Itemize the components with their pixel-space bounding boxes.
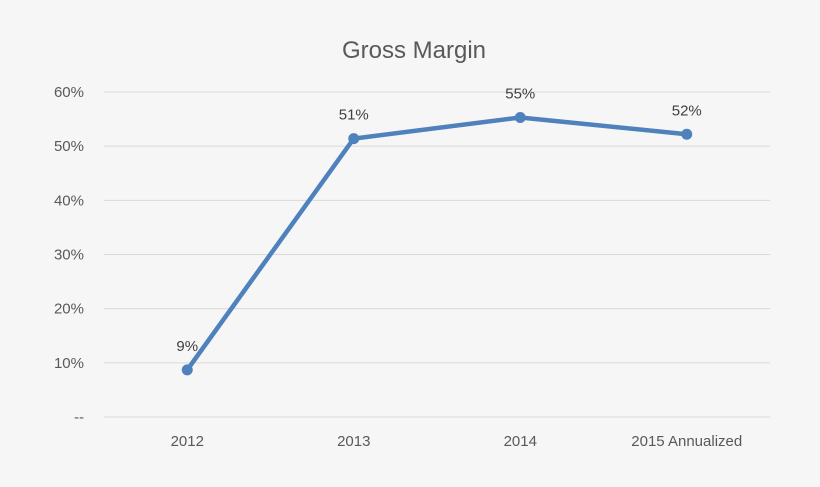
chart-title: Gross Margin [342,37,486,64]
y-tick-label: -- [74,409,84,426]
y-tick-label: 40% [54,192,84,209]
x-tick-label: 2014 [504,433,537,450]
data-label: 52% [672,102,702,119]
series-line [185,115,689,373]
gridlines [104,91,770,418]
data-point [681,128,693,140]
x-axis-ticks: 2012 2013 2014 2015 Annualized [171,433,743,450]
y-tick-label: 60% [54,84,84,101]
data-labels: 9% 51% 55% 52% [176,85,701,354]
data-point [348,133,360,145]
x-tick-label: 2013 [337,433,370,450]
x-tick-label: 2015 Annualized [631,433,742,450]
series-layer [181,111,693,376]
data-label: 9% [176,338,198,355]
y-axis-ticks: -- 10% 20% 30% 40% 50% 60% [54,84,84,426]
data-point [181,364,193,376]
data-label: 55% [505,85,535,102]
x-tick-label: 2012 [171,433,204,450]
data-label: 51% [339,107,369,124]
y-tick-label: 50% [54,138,84,155]
y-tick-label: 20% [54,301,84,318]
data-point [514,111,526,123]
y-tick-label: 10% [54,355,84,372]
y-tick-label: 30% [54,247,84,264]
